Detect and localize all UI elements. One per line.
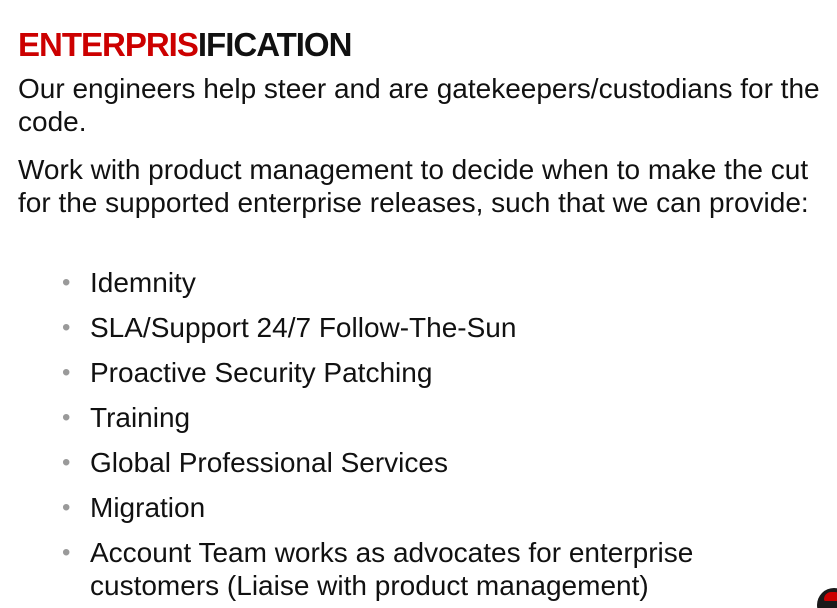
- slide-title-rest: IFICATION: [197, 26, 353, 63]
- list-item-text: Migration: [90, 492, 206, 523]
- list-item-text: Idemnity: [90, 267, 196, 298]
- list-item-text: Training: [90, 402, 191, 433]
- bullet-icon: •: [62, 269, 71, 296]
- hat-shape: [824, 592, 837, 601]
- list-item: • Proactive Security Patching: [62, 356, 822, 389]
- bullet-icon: •: [62, 449, 71, 476]
- bullet-icon: •: [62, 494, 71, 521]
- list-item: • Global Professional Services: [62, 446, 822, 479]
- list-item-text: Proactive Security Patching: [90, 357, 433, 388]
- list-item-text: SLA/Support 24/7 Follow-The-Sun: [90, 312, 517, 343]
- list-item: • Migration: [62, 491, 822, 524]
- bullet-icon: •: [62, 314, 71, 341]
- paragraph-product-management: Work with product management to decide w…: [18, 154, 809, 218]
- list-item: • Account Team works as advocates for en…: [62, 536, 822, 602]
- bullet-icon: •: [62, 539, 71, 566]
- bullet-icon: •: [62, 404, 71, 431]
- list-item: • Training: [62, 401, 822, 434]
- list-item: • SLA/Support 24/7 Follow-The-Sun: [62, 311, 822, 344]
- paragraph-engineers: Our engineers help steer and are gatekee…: [18, 73, 820, 137]
- list-item-text: Account Team works as advocates for ente…: [90, 537, 694, 601]
- slide-title: ENTERPRISIFICATION: [18, 24, 353, 66]
- list-item-text: Global Professional Services: [90, 447, 448, 478]
- brand-logo-icon: [817, 588, 837, 608]
- slide-title-accent: ENTERPRIS: [18, 26, 199, 63]
- list-item: • Idemnity: [62, 266, 822, 299]
- bullet-icon: •: [62, 359, 71, 386]
- bullet-list: • Idemnity • SLA/Support 24/7 Follow-The…: [62, 266, 822, 608]
